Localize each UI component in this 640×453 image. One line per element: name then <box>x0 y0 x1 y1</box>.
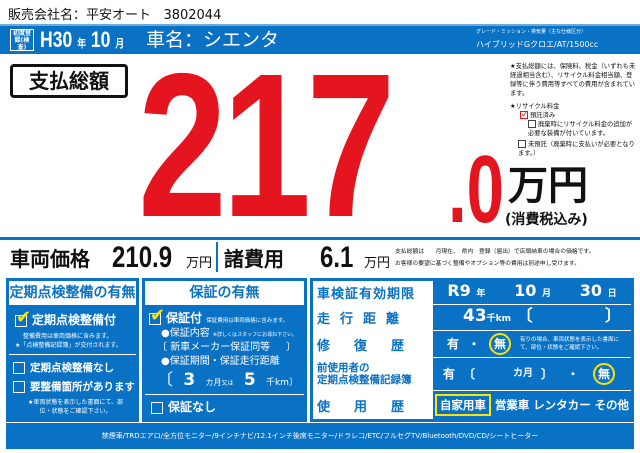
recycle-option1-label: 廃棄時にリサイクル料金の追加が必要な装備が付いています。 <box>528 121 633 137</box>
dealer-label: 販売会社名： <box>8 8 87 23</box>
warranty-with-note: 保証費用は車両価格に含みます。 <box>206 318 289 324</box>
equipment-list: 禁煙車/TRDエアロ/全方位モニター/9インチナビ/12.1インチ後席モニター/… <box>6 423 634 449</box>
dealer-line: 販売会社名：平安オート 3802044 <box>8 8 221 23</box>
registration-date: H30 年 10 月 <box>40 27 125 52</box>
header-bar: 初度登録(検査) H30 年 10 月 車名：シエンタ グレード・ミッション・排… <box>0 24 640 54</box>
dealer-code: 3802044 <box>163 8 222 23</box>
usage-private[interactable]: 自家用車 <box>434 394 491 416</box>
inspection-note1: 整備費用は車両価格に含みます。 <box>23 333 113 340</box>
inspection-expiry-row: 車検証有効期限 R9 年 10 月 30 日 <box>313 281 631 305</box>
record-label2: 定期点検整備記録簿 <box>317 374 412 386</box>
warranty-period-label: ●保証期間・保証走行距離 <box>161 356 280 367</box>
warranty-title: 保証の有無 <box>145 281 304 305</box>
usage-history-label: 使用歴 <box>313 391 433 419</box>
vehicle-price-label: 車両価格 <box>10 247 90 271</box>
warranty-content: 〔 新車メーカー保証同等〕 <box>157 342 296 353</box>
warranty-content-label: ●保証内容 <box>161 328 210 339</box>
warranty-with-label: 保証付 <box>166 311 203 325</box>
inspection-panel: 定期点検整備の有無 ✔ 定期点検整備付 整備費用は車両価格に含みます。 ★「点検整… <box>6 278 139 422</box>
divider <box>145 394 304 395</box>
price-note1: 支払総額は 月現在、 県内 登録（届出）で店頭納車の場合の価格です。 <box>395 249 595 255</box>
deposited-checkbox[interactable]: ✓ <box>520 110 529 120</box>
vehicle-price-unit: 万円 <box>186 256 213 271</box>
needs-maintenance-note: ★車両状態を表示した書面にて、部位・状態をご確認下さい。 <box>27 399 124 415</box>
inspection-expiry-label: 車検証有効期限 <box>313 281 433 304</box>
details-panel: 車検証有効期限 R9 年 10 月 30 日 走行距離 43千km 〔〕 修復歴 有… <box>310 278 634 422</box>
inspection-with-checkbox[interactable]: ✔ <box>15 306 32 328</box>
warranty-with-checkbox[interactable]: ✔ <box>149 304 166 326</box>
recycle-title: ★リサイクル料金 <box>510 103 560 110</box>
usage-other[interactable]: その他 <box>594 398 630 412</box>
warranty-none-label: 保証なし <box>168 400 217 414</box>
fees-label: 諸費用 <box>224 247 284 271</box>
inspection-note2: ★「点検整備記録簿」が交付されます。 <box>15 342 122 349</box>
maintenance-record-row: 前使用者の 定期点検整備記録簿 有〔カ月〕・無 <box>313 358 631 391</box>
divider <box>9 354 136 355</box>
mileage-label: 走行距離 <box>313 305 433 330</box>
divider <box>216 242 218 272</box>
deposited-label: 預託済み <box>530 112 556 119</box>
total-price-decimal: .0 <box>448 136 505 243</box>
recycle-option1-checkbox[interactable] <box>528 120 536 128</box>
inspection-none-checkbox[interactable] <box>13 362 25 374</box>
inspection-with-label: 定期点検整備付 <box>32 313 117 327</box>
divider <box>0 237 640 240</box>
mileage-row: 走行距離 43千km 〔〕 <box>313 305 631 331</box>
tax-included: (消費税込み) <box>505 212 588 228</box>
repair-none-selected[interactable]: 無 <box>489 333 512 355</box>
total-label: 支払総額 <box>10 64 128 98</box>
warranty-none-checkbox[interactable] <box>151 401 163 414</box>
usage-commercial[interactable]: 営業車 <box>494 398 530 412</box>
dealer-name: 平安オート <box>86 8 152 23</box>
total-note: ★支払総額には、保険料、税金（いずれも未経過相当含む）、リサイクル料金相当額、登… <box>510 63 636 97</box>
total-price: 217 <box>138 31 395 260</box>
price-row: 車両価格 210.9 万円 諸費用 6.1 万円 支払総額は 月現在、 県内 登… <box>0 242 640 276</box>
record-none-selected[interactable]: 無 <box>593 363 616 385</box>
inspection-none-label: 定期点検整備なし <box>30 362 114 374</box>
inspection-title: 定期点検整備の有無 <box>9 281 136 305</box>
repair-history-label: 修復歴 <box>313 331 433 357</box>
repair-note: 有りの場合、車両状態を表示した書面にて、部位・状態をご確認下さい。 <box>520 337 620 351</box>
car-name: 車名：シエンタ <box>146 29 280 51</box>
price-note2: お客様の要望に基づく整備やオプション等の費用は別途申し受けます。 <box>395 261 580 267</box>
record-label1: 前使用者の <box>317 362 370 374</box>
grade-value: ハイブリッドGクロエ/AT/1500cc <box>476 40 599 49</box>
first-registration-badge: 初度登録(検査) <box>10 29 34 51</box>
usage-history-row: 使用歴 自家用車 営業車 レンタカー その他 <box>313 391 631 419</box>
warranty-period: 〔 3 カ月又は 5 千km〕 <box>157 370 298 390</box>
usage-rental[interactable]: レンタカー <box>533 398 591 412</box>
total-unit: 万円 <box>508 163 588 209</box>
vehicle-price: 210.9 <box>112 241 173 274</box>
needs-maintenance-label: 要整備箇所があります <box>30 381 135 393</box>
total-notes: ★支払総額には、保険料、税金（いずれも未経過相当含む）、リサイクル料金相当額、登… <box>510 62 638 158</box>
recycle-option2-label: 未預託（廃棄時に支払いが必要となります。） <box>518 141 635 157</box>
warranty-content-note: ※詳しくはスタッフにお尋ね下さい。 <box>212 332 298 338</box>
needs-maintenance-checkbox[interactable] <box>13 381 25 393</box>
repair-history-row: 修復歴 有・無有りの場合、車両状態を表示した書面にて、部位・状態をご確認下さい。 <box>313 331 631 358</box>
fees-price: 6.1 <box>320 241 354 274</box>
recycle-option2-checkbox[interactable] <box>518 140 526 148</box>
grade-label: グレード・ミッション・排気量（主な仕様区分） <box>476 29 587 35</box>
warranty-panel: 保証の有無 ✔ 保証付 保証費用は車両価格に含みます。 ●保証内容 ※詳しくはスタ… <box>142 278 307 422</box>
fees-unit: 万円 <box>364 256 391 271</box>
